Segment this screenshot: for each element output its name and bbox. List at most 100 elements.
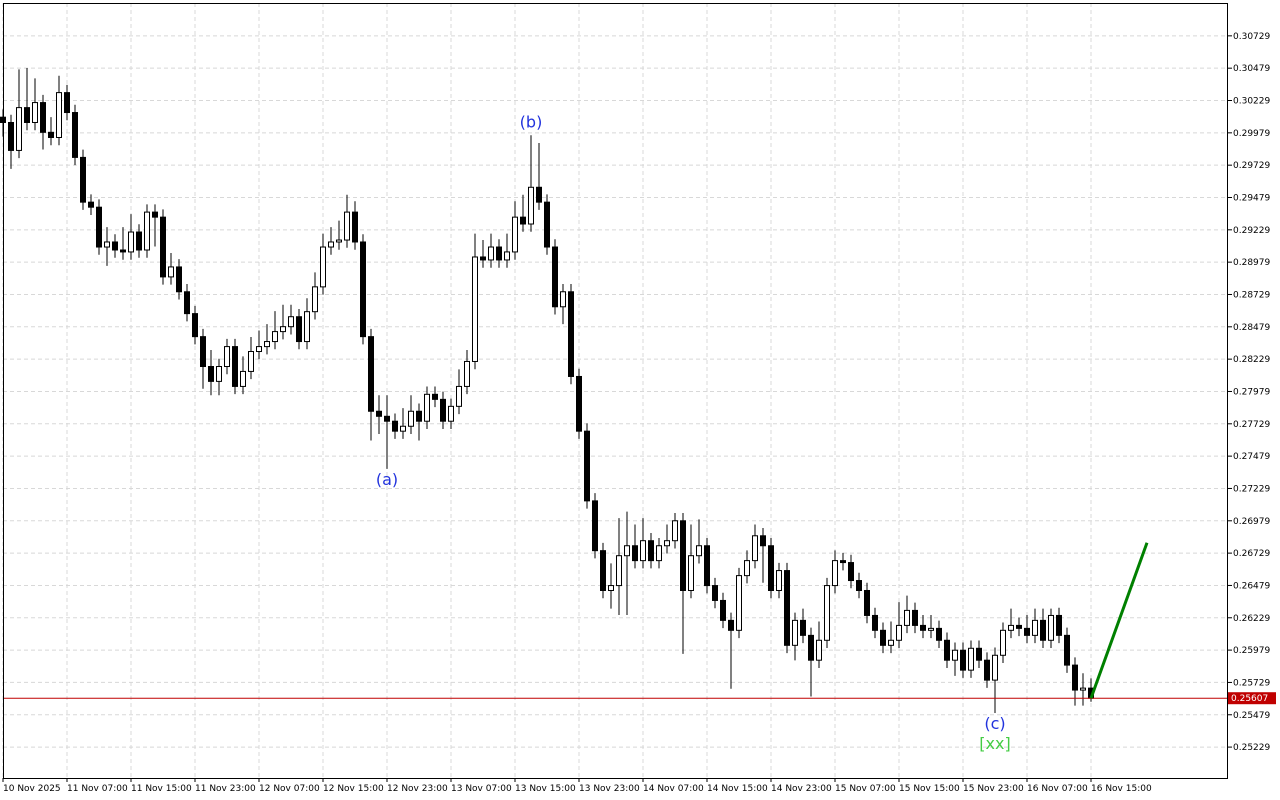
candle-body [448,405,454,422]
wave-label: (a) [376,470,398,489]
candle-body [272,331,278,343]
candle-body [440,398,446,422]
candle-body [792,619,798,646]
x-tick-label: 10 Nov 2025 [3,784,61,794]
candle-body [240,370,246,387]
y-tick-label: 0.25979 [1233,646,1270,656]
candle-body [296,316,302,343]
candle-body [848,562,854,582]
candle-body [64,92,70,114]
wave-label: (c) [984,714,1005,733]
candle-body [344,211,350,241]
y-tick-label: 0.25479 [1233,711,1270,721]
y-tick-label: 0.29229 [1233,226,1270,236]
candle-body [520,216,526,225]
x-tick-label: 15 Nov 07:00 [835,784,896,794]
candle-body [1032,619,1038,636]
current-price-label: 0.25607 [1231,694,1268,704]
candle-body [312,286,318,313]
candle-body [976,647,982,661]
candle-body [816,639,822,661]
candle-body [8,121,14,151]
y-tick-label: 0.29479 [1233,193,1270,203]
candle-body [200,336,206,368]
candle-body [16,107,22,151]
candle-body [56,92,62,138]
y-tick-label: 0.30229 [1233,97,1270,107]
candle-body [256,346,262,353]
y-tick-label: 0.29729 [1233,161,1270,171]
y-tick-label: 0.28479 [1233,323,1270,333]
candle-body [512,216,518,253]
x-tick-label: 13 Nov 15:00 [515,784,576,794]
candle-body [168,266,174,278]
candle-body [152,211,158,218]
candle-body [600,550,606,591]
y-tick-label: 0.30479 [1233,64,1270,74]
y-tick-label: 0.26479 [1233,581,1270,591]
candle-body [32,102,38,123]
x-tick-label: 14 Nov 07:00 [643,784,704,794]
candle-body [160,216,166,278]
candle-body [552,246,558,308]
candle-body [584,430,590,502]
candle-body [536,186,542,203]
candle-body [400,425,406,432]
candle-body [248,351,254,372]
y-tick-label: 0.26979 [1233,517,1270,527]
y-tick-label: 0.28229 [1233,355,1270,365]
candle-body [1040,619,1046,641]
candle-body [872,614,878,631]
candle-body [136,231,142,251]
candle-body [480,256,486,261]
candle-body [680,520,686,591]
y-tick-label: 0.25229 [1233,743,1270,753]
candle-body [776,570,782,591]
candle-body [656,545,662,562]
x-tick-label: 13 Nov 23:00 [579,784,640,794]
candle-body [728,619,734,631]
candle-body [832,560,838,587]
candle-body [864,589,870,616]
candle-body [464,360,470,387]
candle-body [112,241,118,251]
candle-body [624,545,630,557]
candle-body [184,291,190,315]
y-tick-label: 0.30729 [1233,32,1270,42]
x-tick-label: 12 Nov 15:00 [323,784,384,794]
candle-body [648,540,654,562]
candle-body [968,647,974,671]
current-price-tag [1228,692,1276,705]
candle-body [896,624,902,641]
x-tick-label: 14 Nov 15:00 [707,784,768,794]
candle-body [384,415,390,422]
x-tick-label: 15 Nov 15:00 [899,784,960,794]
candle-body [912,609,918,626]
candle-body [328,241,334,248]
candle-body [192,313,198,338]
candle-body [752,535,758,562]
candle-body [496,246,502,261]
candle-body [408,410,414,427]
candle-body [416,410,422,422]
candle-body [360,241,366,338]
x-tick-label: 15 Nov 23:00 [963,784,1024,794]
candle-body [1008,624,1014,631]
y-tick-label: 0.28979 [1233,258,1270,268]
candle-body [72,112,78,158]
candle-body [672,520,678,542]
candle-body [640,540,646,562]
candle-body [232,346,238,387]
candle-body [224,346,230,368]
candle-body [96,206,102,248]
candle-body [720,599,726,621]
candle-body [216,366,222,382]
wave-label: [xx] [979,734,1010,753]
candle-body [1000,629,1006,656]
candle-body [144,211,150,251]
candle-body [880,629,886,646]
candle-body [800,619,806,636]
candle-body [736,575,742,631]
